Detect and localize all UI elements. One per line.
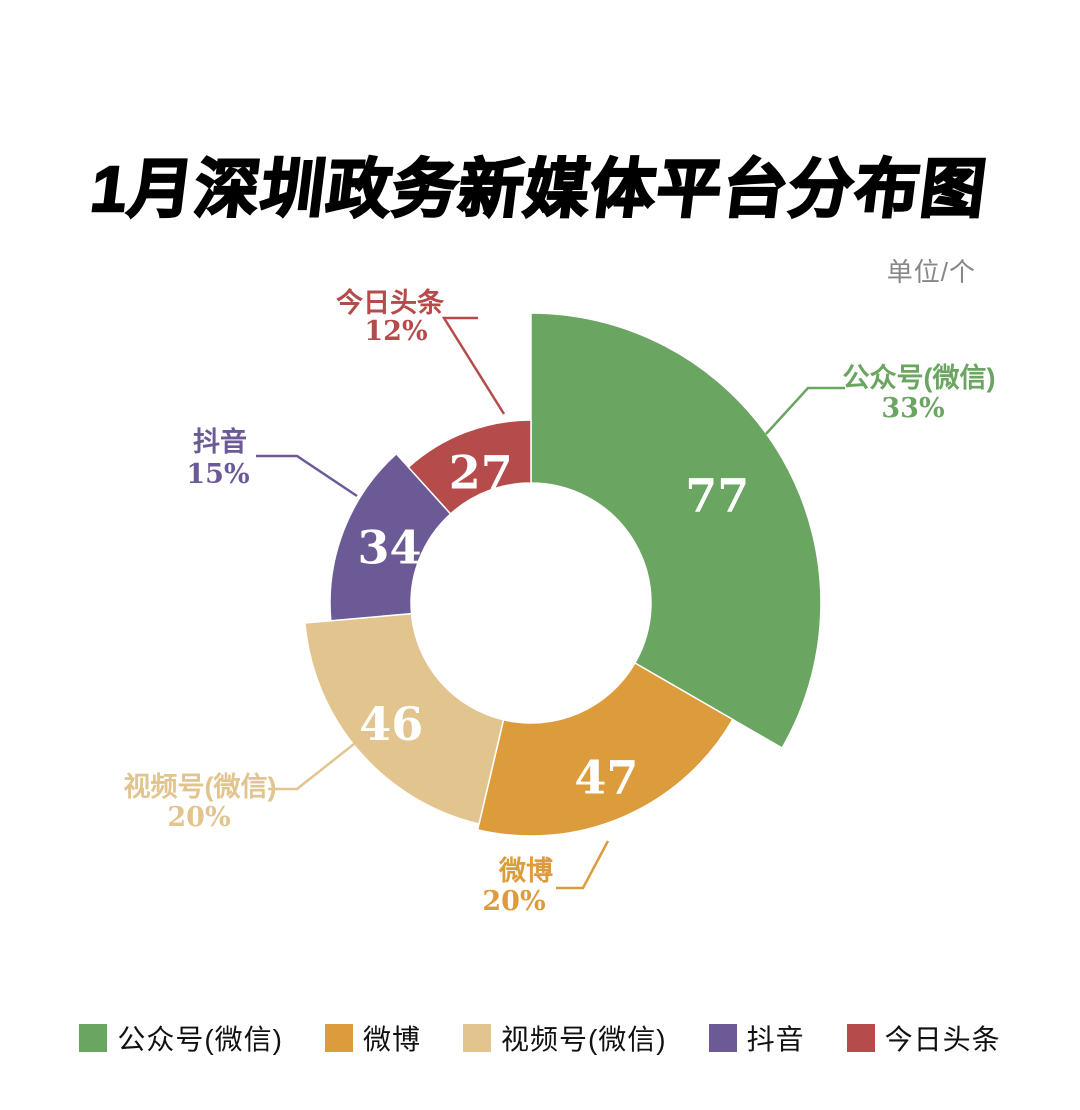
pie-slice-公众号(微信) [530,312,822,750]
unit-label: 单位/个 [886,257,976,287]
legend-item-今日头条: 今日头条 [846,1018,1001,1058]
legend-label-公众号(微信): 公众号(微信) [117,1024,283,1055]
slice-value-公众号(微信): 77 [685,469,749,523]
legend-label-今日头条: 今日头条 [884,1024,1001,1055]
leader-line-视频号(微信) [268,743,355,791]
callout-label-公众号(微信): 公众号(微信) [843,363,996,393]
leader-line-今日头条 [441,316,506,415]
leader-line-公众号(微信) [765,386,845,435]
callout-percent-视频号(微信): 20% [167,802,230,833]
slice-value-今日头条: 27 [449,445,513,499]
legend-swatch-抖音 [708,1024,737,1052]
legend-swatch-公众号(微信) [79,1024,108,1052]
legend-item-公众号(微信): 公众号(微信) [79,1018,283,1058]
pie-slice-抖音 [329,452,452,622]
legend-label-微博: 微博 [362,1024,421,1055]
legend-item-抖音: 抖音 [708,1018,805,1058]
callout-percent-抖音: 15% [186,459,249,490]
callout-label-今日头条: 今日头条 [336,287,445,318]
callout-label-抖音: 抖音 [193,426,247,457]
callout-percent-微博: 20% [482,886,545,917]
slice-value-视频号(微信): 46 [359,697,423,751]
callout-label-微博: 微博 [498,855,553,886]
legend-item-视频号(微信): 视频号(微信) [462,1018,667,1058]
pie-slice-视频号(微信) [304,612,505,825]
legend-swatch-今日头条 [846,1024,875,1052]
legend-label-抖音: 抖音 [746,1024,805,1055]
slice-value-抖音: 34 [357,521,421,575]
leader-line-抖音 [256,454,358,498]
callout-label-视频号(微信): 视频号(微信) [124,772,277,802]
callout-percent-公众号(微信): 33% [881,393,944,424]
slice-value-微博: 47 [574,750,638,804]
leader-line-微博 [556,840,610,890]
pie-slice-今日头条 [407,419,532,515]
legend-item-微博: 微博 [324,1018,421,1058]
legend-swatch-微博 [324,1024,353,1052]
legend-label-视频号(微信): 视频号(微信) [500,1024,667,1055]
chart-legend: 公众号(微信) 微博 视频号(微信) 抖音 今日头条 [0,1018,1080,1058]
pie-slice-微博 [476,661,734,837]
callout-percent-今日头条: 12% [364,316,427,347]
legend-swatch-视频号(微信) [462,1024,491,1052]
